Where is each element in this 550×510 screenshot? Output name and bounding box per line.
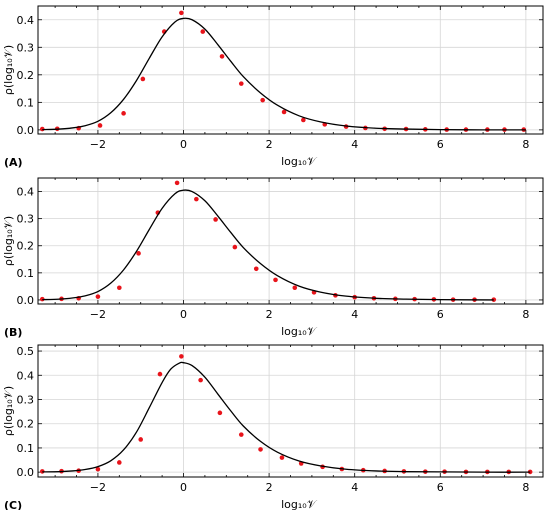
x-tick-label: 8 — [522, 308, 529, 321]
chart-panel-3: −2 0 2 4 6 8 0.0 0.1 0.2 0.3 0.4 0.5 log₁₀𝒱 ρ(log₁₀𝒱)… — [2, 344, 544, 510]
data-point — [198, 377, 203, 383]
data-point — [140, 76, 146, 82]
x-tick-label: 2 — [266, 308, 273, 321]
y-tick-label: 0.1 — [17, 442, 35, 455]
x-tick-label: 4 — [351, 138, 358, 151]
plot-frame — [37, 177, 544, 305]
y-tick-label: 0.0 — [17, 466, 35, 479]
data-point — [179, 10, 184, 16]
y-tick-label: 0.2 — [17, 69, 35, 82]
y-tick-label: 0.0 — [17, 124, 35, 137]
y-axis-label: ρ(log₁₀𝒱) — [2, 45, 15, 95]
data-point — [136, 251, 141, 256]
data-point — [194, 196, 199, 202]
fit-curve — [42, 189, 494, 301]
data-point — [219, 54, 225, 59]
y-tick-label: 0.5 — [17, 345, 35, 358]
panel-label: (A) — [4, 156, 23, 169]
x-tick-label: 8 — [522, 481, 529, 494]
data-point — [97, 123, 103, 128]
x-axis-label: log₁₀𝒱 — [281, 498, 318, 510]
data-point — [95, 466, 101, 472]
plot-frame — [37, 5, 544, 135]
y-tick-label: 0.4 — [17, 14, 35, 27]
data-point — [238, 432, 244, 437]
x-tick-label: 0 — [180, 138, 187, 151]
data-point — [121, 111, 126, 116]
data-point — [491, 297, 497, 302]
x-tick-label: 0 — [180, 308, 187, 321]
data-point — [281, 109, 287, 115]
grid-lines — [38, 6, 543, 134]
x-tick-label: 6 — [437, 308, 444, 321]
data-point — [217, 410, 223, 416]
data-point — [260, 97, 265, 103]
y-tick-label: 0.3 — [17, 41, 35, 54]
data-point — [117, 285, 122, 291]
fit-curve — [42, 17, 526, 131]
data-point — [179, 354, 184, 359]
x-tick-label: 2 — [266, 481, 273, 494]
y-tick-label: 0.0 — [17, 294, 35, 307]
data-point — [527, 469, 533, 475]
x-tick-label: 2 — [266, 138, 273, 151]
data-point — [301, 117, 306, 123]
x-tick-label: 4 — [351, 481, 358, 494]
x-tick-label: −2 — [90, 308, 106, 321]
chart-panel-2: −2 0 2 4 6 8 0.0 0.1 0.2 0.3 0.4 log₁₀𝒱 ρ(log₁₀𝒱) (B) — [2, 177, 544, 339]
chart-panel-1: −2 0 2 4 6 8 0.0 0.1 0.2 0.3 0.4 log₁₀𝒱 ρ(log₁₀𝒱) (A) — [2, 5, 544, 169]
y-tick-label: 0.1 — [17, 96, 35, 109]
y-tick-label: 0.3 — [17, 213, 35, 226]
x-axis-label: log₁₀𝒱 — [281, 155, 318, 168]
tick-marks — [38, 345, 543, 477]
panel-label: (C) — [4, 499, 22, 510]
grid-lines — [38, 178, 543, 304]
tick-marks — [38, 6, 543, 134]
data-point — [238, 81, 244, 86]
fit-curve — [42, 361, 531, 473]
y-tick-label: 0.1 — [17, 267, 35, 280]
x-tick-label: −2 — [90, 481, 106, 494]
panel-label: (B) — [4, 326, 22, 339]
data-point — [117, 460, 122, 465]
data-point — [95, 294, 101, 299]
data-point — [174, 180, 180, 186]
y-axis-label: ρ(log₁₀𝒱) — [2, 216, 15, 266]
y-tick-label: 0.4 — [17, 369, 35, 382]
data-point — [200, 29, 206, 34]
x-tick-label: −2 — [90, 138, 106, 151]
data-point — [232, 244, 238, 250]
x-axis-label: log₁₀𝒱 — [281, 325, 318, 338]
data-points — [39, 10, 527, 132]
data-point — [273, 277, 278, 283]
x-tick-label: 6 — [437, 481, 444, 494]
y-tick-label: 0.2 — [17, 240, 35, 253]
plot-frame — [37, 344, 544, 478]
y-tick-label: 0.3 — [17, 393, 35, 406]
x-tick-label: 4 — [351, 308, 358, 321]
y-tick-label: 0.2 — [17, 418, 35, 431]
data-point — [157, 371, 163, 377]
data-points — [39, 180, 497, 302]
data-point — [253, 266, 259, 272]
y-axis-label: ρ(log₁₀𝒱) — [2, 386, 15, 436]
x-tick-label: 8 — [522, 138, 529, 151]
x-tick-label: 0 — [180, 481, 187, 494]
data-point — [258, 447, 263, 452]
data-point — [213, 217, 218, 222]
data-point — [279, 455, 285, 460]
data-point — [292, 285, 298, 291]
data-point — [138, 437, 144, 442]
grid-lines — [38, 345, 543, 477]
tick-marks — [38, 178, 543, 304]
x-tick-label: 6 — [437, 138, 444, 151]
y-tick-label: 0.4 — [17, 186, 35, 199]
